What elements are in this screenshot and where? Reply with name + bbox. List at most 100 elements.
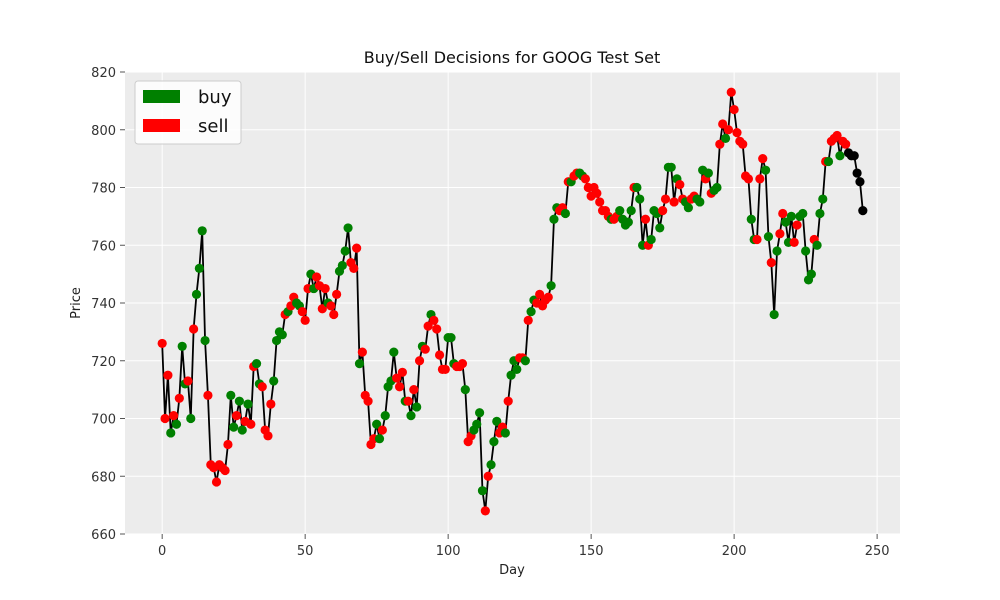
sell-point bbox=[755, 174, 765, 184]
buy-point bbox=[812, 240, 822, 250]
sell-point bbox=[300, 315, 310, 325]
sell-point bbox=[726, 87, 736, 97]
sell-point bbox=[266, 399, 276, 409]
x-axis-label: Day bbox=[499, 563, 525, 578]
sell-point bbox=[675, 180, 685, 190]
sell-point bbox=[738, 139, 748, 149]
buy-point bbox=[635, 194, 645, 204]
sell-point bbox=[483, 471, 493, 481]
buy-point bbox=[632, 182, 642, 193]
legend-label-buy: buy bbox=[198, 87, 232, 108]
sell-point bbox=[543, 292, 553, 302]
sell-point bbox=[752, 234, 762, 245]
buy-point bbox=[526, 307, 536, 317]
sell-point bbox=[183, 376, 193, 386]
sell-point bbox=[423, 321, 433, 331]
buy-point bbox=[703, 168, 713, 178]
y-tick-label: 740 bbox=[91, 297, 116, 312]
y-axis-ticks: 660 680 700 720 740 760 780 800 820 bbox=[91, 66, 125, 543]
x-tick-label: 250 bbox=[865, 544, 890, 559]
sell-point bbox=[174, 393, 184, 403]
buy-point bbox=[560, 208, 571, 219]
y-tick-label: 760 bbox=[91, 239, 116, 254]
sell-point bbox=[189, 324, 199, 334]
buy-point bbox=[166, 428, 176, 438]
sell-point bbox=[832, 130, 842, 141]
x-tick-label: 100 bbox=[436, 544, 461, 559]
buy-point bbox=[623, 217, 633, 227]
buy-point bbox=[781, 217, 791, 227]
buy-point bbox=[269, 376, 279, 386]
sell-point bbox=[231, 411, 242, 421]
sell-point bbox=[732, 128, 742, 138]
buy-point bbox=[171, 419, 182, 429]
buy-point bbox=[500, 428, 510, 438]
buy-point bbox=[492, 416, 502, 426]
buy-point bbox=[760, 165, 771, 175]
buy-point bbox=[197, 226, 207, 236]
y-tick-label: 780 bbox=[91, 182, 116, 197]
sell-point bbox=[434, 350, 445, 360]
x-tick-label: 50 bbox=[297, 544, 314, 559]
sell-point bbox=[778, 208, 788, 219]
sell-point bbox=[766, 257, 776, 268]
legend-label-sell: sell bbox=[198, 116, 228, 137]
buy-point bbox=[237, 425, 247, 435]
sell-point bbox=[758, 154, 768, 164]
sell-point bbox=[403, 396, 413, 406]
buy-point bbox=[626, 206, 636, 216]
buy-point bbox=[477, 486, 488, 496]
buy-point bbox=[446, 333, 456, 343]
buy-point bbox=[337, 260, 347, 271]
sell-point bbox=[203, 390, 213, 400]
buy-point bbox=[549, 214, 559, 224]
sell-point bbox=[457, 359, 468, 369]
undefined-point bbox=[849, 151, 859, 161]
sell-point bbox=[669, 197, 679, 207]
sell-point bbox=[409, 385, 419, 395]
buy-point bbox=[277, 330, 287, 340]
buy-point bbox=[835, 151, 845, 161]
buy-point bbox=[712, 182, 722, 193]
legend-swatch-sell bbox=[143, 119, 180, 132]
buy-point bbox=[340, 246, 350, 256]
buy-point bbox=[460, 385, 470, 395]
buy-point bbox=[823, 156, 834, 167]
buy-point bbox=[354, 359, 365, 369]
x-axis-ticks: 0 50 100 150 200 250 bbox=[158, 534, 890, 559]
sell-point bbox=[397, 367, 407, 377]
sell-point bbox=[429, 315, 439, 325]
buy-point bbox=[798, 208, 808, 219]
sell-point bbox=[392, 373, 402, 383]
buy-point bbox=[412, 402, 422, 412]
sell-point bbox=[440, 364, 450, 375]
y-tick-label: 800 bbox=[91, 124, 116, 139]
gridlines bbox=[125, 71, 900, 535]
sell-point bbox=[595, 197, 605, 207]
sell-point bbox=[723, 125, 734, 135]
sell-point bbox=[743, 174, 754, 184]
buy-point bbox=[472, 419, 482, 429]
buy-point bbox=[486, 460, 496, 470]
y-axis-label: Price bbox=[69, 287, 84, 319]
buy-point bbox=[191, 289, 202, 299]
sell-point bbox=[297, 307, 307, 317]
sell-point bbox=[329, 309, 339, 320]
buy-point bbox=[251, 359, 262, 369]
sell-point bbox=[349, 263, 359, 273]
sell-point bbox=[352, 243, 362, 253]
buy-point bbox=[806, 269, 816, 279]
buy-point bbox=[772, 246, 782, 256]
sell-point bbox=[718, 119, 728, 129]
buy-point bbox=[271, 335, 282, 346]
sell-point bbox=[480, 506, 490, 516]
undefined-point bbox=[855, 177, 865, 187]
sell-point bbox=[592, 188, 602, 198]
sell-point bbox=[658, 206, 668, 216]
buy-point bbox=[229, 422, 239, 432]
sell-point bbox=[357, 347, 367, 357]
legend-swatch-buy bbox=[143, 90, 180, 103]
sell-point bbox=[792, 220, 802, 230]
sell-point bbox=[432, 324, 442, 334]
sell-point bbox=[220, 465, 230, 476]
